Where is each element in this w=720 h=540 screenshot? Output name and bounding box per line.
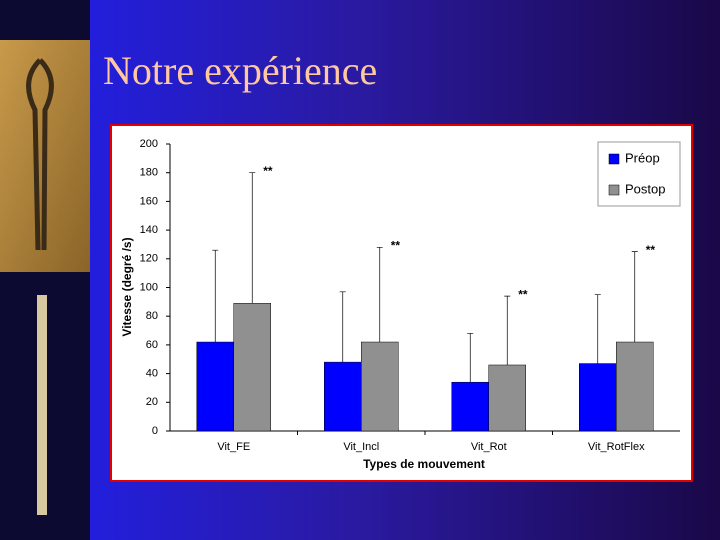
y-tick-label: 20 — [146, 396, 158, 408]
bar — [361, 341, 399, 432]
y-tick-label: 0 — [152, 425, 158, 437]
error-bar — [467, 333, 474, 383]
x-tick-label: Vit_RotFlex — [588, 441, 645, 453]
y-tick-label: 200 — [140, 138, 158, 150]
bar — [616, 341, 654, 432]
legend-label: Préop — [625, 150, 660, 165]
y-tick-label: 140 — [140, 224, 158, 236]
annotation: ** — [391, 238, 401, 252]
error-bar — [376, 246, 383, 343]
x-axis-label: Types de mouvement — [363, 457, 485, 471]
annotation: ** — [646, 243, 656, 257]
y-tick-label: 160 — [140, 195, 158, 207]
legend-label: Postop — [625, 181, 665, 196]
x-tick-label: Vit_Rot — [471, 441, 507, 453]
error-bar — [339, 291, 346, 363]
annotation: ** — [518, 287, 528, 301]
legend-swatch — [608, 184, 620, 196]
bar — [324, 361, 362, 432]
bar — [196, 341, 234, 432]
error-bar — [212, 249, 219, 343]
x-tick-label: Vit_Incl — [343, 441, 379, 453]
x-tick-label: Vit_FE — [217, 441, 250, 453]
y-tick-label: 40 — [146, 368, 158, 380]
error-bar — [631, 251, 638, 343]
spine-image — [37, 295, 47, 515]
legend-swatch — [608, 153, 620, 165]
y-axis-label: Vitesse (degré /s) — [120, 237, 134, 336]
y-tick-label: 100 — [140, 281, 158, 293]
annotation: ** — [263, 164, 273, 178]
slide-title: Notre expérience — [103, 48, 377, 93]
bar — [488, 364, 526, 432]
y-tick-label: 60 — [146, 339, 158, 351]
key-shape — [26, 58, 54, 251]
bar — [451, 381, 489, 432]
error-bar — [594, 294, 601, 364]
bar — [233, 303, 271, 432]
bar — [579, 363, 617, 432]
error-bar — [504, 295, 511, 365]
y-tick-label: 120 — [140, 253, 158, 265]
error-bar — [249, 172, 256, 304]
y-tick-label: 180 — [140, 167, 158, 179]
y-tick-label: 80 — [146, 310, 158, 322]
legend-box — [597, 141, 681, 207]
